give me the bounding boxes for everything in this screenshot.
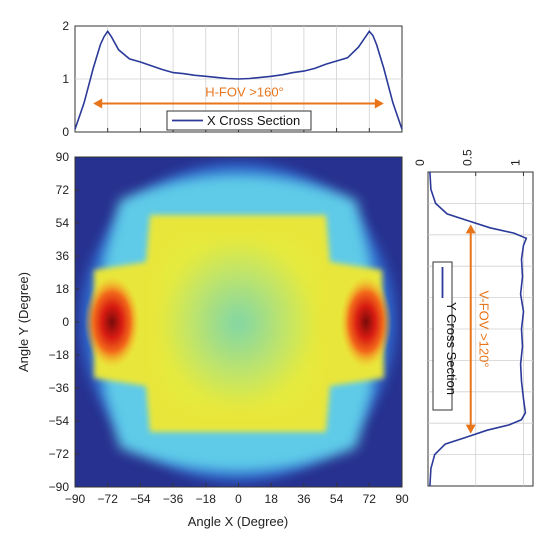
h-fov-arrow-head-right	[374, 98, 384, 109]
heatmap-y-tick-label: 18	[56, 282, 70, 296]
v-fov-label: V-FOV >120°	[477, 290, 492, 367]
top-legend-box	[166, 110, 312, 131]
heatmap-y-tick-label: −72	[49, 447, 70, 461]
right-legend: Y Cross Section	[432, 261, 459, 411]
right-x-tick-label: 0.5	[461, 149, 475, 166]
heatmap-y-tick-label: 0	[62, 315, 69, 329]
heatmap-x-tick-label: −36	[163, 492, 184, 506]
top-y-ticks: 0 1 2	[62, 19, 69, 139]
v-fov-arrow-head-top	[465, 224, 476, 234]
heatmap-x-tick-label: −18	[196, 492, 217, 506]
heatmap-y-tick-label: 36	[56, 249, 70, 263]
heatmap-y-ticks: 90 72 54 36 18 0 −18 −36 −54 −72 −90	[49, 150, 79, 494]
right-legend-label: Y Cross Section	[444, 302, 459, 395]
heatmap-y-tick-label: 72	[56, 183, 70, 197]
x-cross-section-line	[74, 29, 403, 130]
h-fov-label: H-FOV >160°	[205, 85, 284, 100]
h-fov-arrow-head-left	[93, 98, 103, 109]
heatmap-y-tick-label: −90	[49, 480, 70, 494]
heatmap-plot: −90 −72 −54 −36 −18 0 18 36 54 72 90 90 72 54 36 18 0 −1…	[16, 150, 409, 529]
h-fov-annotation: H-FOV >160°	[93, 85, 384, 109]
heatmap-x-axis-title: Angle X (Degree)	[188, 514, 288, 529]
heatmap-x-tick-label: 36	[297, 492, 311, 506]
x-cross-section-plot: 0 1 2 H-FOV >160° X Cross Section	[62, 19, 403, 139]
heatmap-y-tick-label: 90	[56, 150, 70, 164]
heatmap-x-tick-label: −72	[98, 492, 119, 506]
heatmap-image	[75, 157, 402, 487]
heatmap-x-tick-label: 0	[235, 492, 242, 506]
v-fov-annotation: V-FOV >120°	[465, 224, 492, 434]
top-legend: X Cross Section	[166, 110, 312, 131]
right-x-ticks: 0 0.5 1	[413, 149, 524, 176]
y-cross-section-plot: 0 0.5 1 V-FOV >120° Y Cross Section	[413, 149, 534, 487]
heatmap-x-tick-label: 90	[395, 492, 409, 506]
left-hotspot	[84, 276, 140, 368]
heatmap-x-tick-label: 54	[330, 492, 344, 506]
right-legend-box	[432, 261, 453, 411]
heatmap-x-tick-label: −90	[65, 492, 86, 506]
heatmap-y-tick-label: 54	[56, 216, 70, 230]
top-y-tick-label: 1	[62, 72, 69, 86]
right-x-tick-label: 1	[508, 159, 522, 166]
heatmap-x-ticks: −90 −72 −54 −36 −18 0 18 36 54 72 90	[65, 483, 409, 506]
y-cross-section-line	[429, 171, 528, 487]
heatmap-y-tick-label: −54	[49, 414, 70, 428]
right-x-tick-label: 0	[413, 159, 427, 166]
heatmap-x-tick-label: −54	[130, 492, 151, 506]
v-fov-arrow-head-bottom	[465, 424, 476, 434]
heatmap-y-tick-label: −18	[49, 348, 70, 362]
right-hotspot	[340, 276, 392, 368]
top-y-tick-label: 2	[62, 19, 69, 33]
top-legend-label: X Cross Section	[207, 113, 300, 128]
heatmap-y-axis-title: Angle Y (Degree)	[16, 272, 31, 372]
heatmap-y-tick-label: −36	[49, 381, 70, 395]
heatmap-x-tick-label: 72	[363, 492, 377, 506]
heatmap-x-tick-label: 18	[265, 492, 279, 506]
top-y-tick-label: 0	[62, 125, 69, 139]
